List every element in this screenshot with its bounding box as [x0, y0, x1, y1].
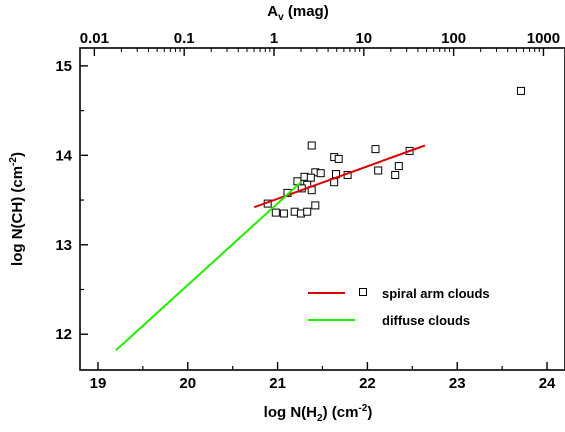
top-x-tick-label: 0.01: [80, 30, 109, 47]
data-point: [271, 208, 280, 217]
legend: spiral arm clouds diffuse clouds: [308, 286, 490, 328]
data-point: [316, 169, 325, 178]
data-point: [394, 162, 403, 171]
y-axis-label-suffix: ): [9, 152, 26, 157]
x-tick-label: 24: [539, 375, 556, 392]
x-axis-label: log N(H2) (cm-2): [264, 403, 373, 424]
x-axis-label-suffix: ): [367, 404, 372, 421]
series-line: [115, 181, 302, 352]
top-x-axis: 0.01 0.1 1 10 100 1000: [80, 30, 560, 56]
bottom-x-axis: 19 20 21 22 23 24: [90, 362, 556, 392]
top-x-tick-label: 10: [355, 30, 372, 47]
series-layer: [115, 86, 525, 352]
x-axis-label-sup: -2: [358, 403, 367, 414]
x-tick-label: 23: [449, 375, 466, 392]
x-tick-label: 21: [269, 375, 286, 392]
data-point: [517, 86, 525, 95]
data-point: [311, 201, 320, 210]
y-tick-label: 12: [55, 326, 72, 343]
top-x-tick-label: 1000: [527, 30, 560, 47]
top-x-axis-label-sub: v: [278, 12, 284, 23]
plot-frame: [79, 47, 565, 371]
top-x-tick-label: 100: [441, 30, 466, 47]
y-axis-label: log N(CH) (cm-2): [8, 152, 26, 266]
y-tick-label: 14: [55, 147, 72, 164]
x-axis-label-prefix: log N(H: [264, 404, 317, 421]
data-point: [334, 154, 343, 163]
data-point: [303, 207, 312, 216]
data-point: [391, 171, 400, 179]
x-tick-label: 20: [179, 375, 196, 392]
legend-label: diffuse clouds: [382, 313, 470, 328]
y-tick-label: 13: [55, 237, 72, 254]
top-x-tick-label: 0.1: [174, 30, 195, 47]
x-tick-label: 22: [359, 375, 376, 392]
series-line: [253, 144, 426, 209]
top-x-axis-label-base: A: [267, 3, 278, 20]
x-axis-label-sub: 2: [317, 413, 323, 424]
data-point: [374, 166, 383, 175]
y-tick-label: 15: [55, 58, 72, 75]
top-x-axis-label: Av (mag): [267, 3, 328, 23]
data-point: [279, 209, 288, 218]
data-point: [307, 141, 316, 150]
left-y-axis: 12 13 14 15: [55, 58, 88, 343]
top-x-axis-label-suffix: (mag): [284, 3, 329, 20]
y-axis-label-sup: -2: [8, 157, 19, 166]
top-x-tick-label: 1: [270, 30, 278, 47]
data-point: [371, 145, 380, 154]
x-axis-label-mid: ) (cm: [323, 404, 359, 421]
x-tick-label: 19: [90, 375, 107, 392]
data-point: [306, 173, 315, 182]
legend-swatch-marker: [359, 288, 367, 296]
y-axis-label-prefix: log N(CH) (cm: [9, 166, 26, 266]
legend-label: spiral arm clouds: [382, 286, 490, 301]
